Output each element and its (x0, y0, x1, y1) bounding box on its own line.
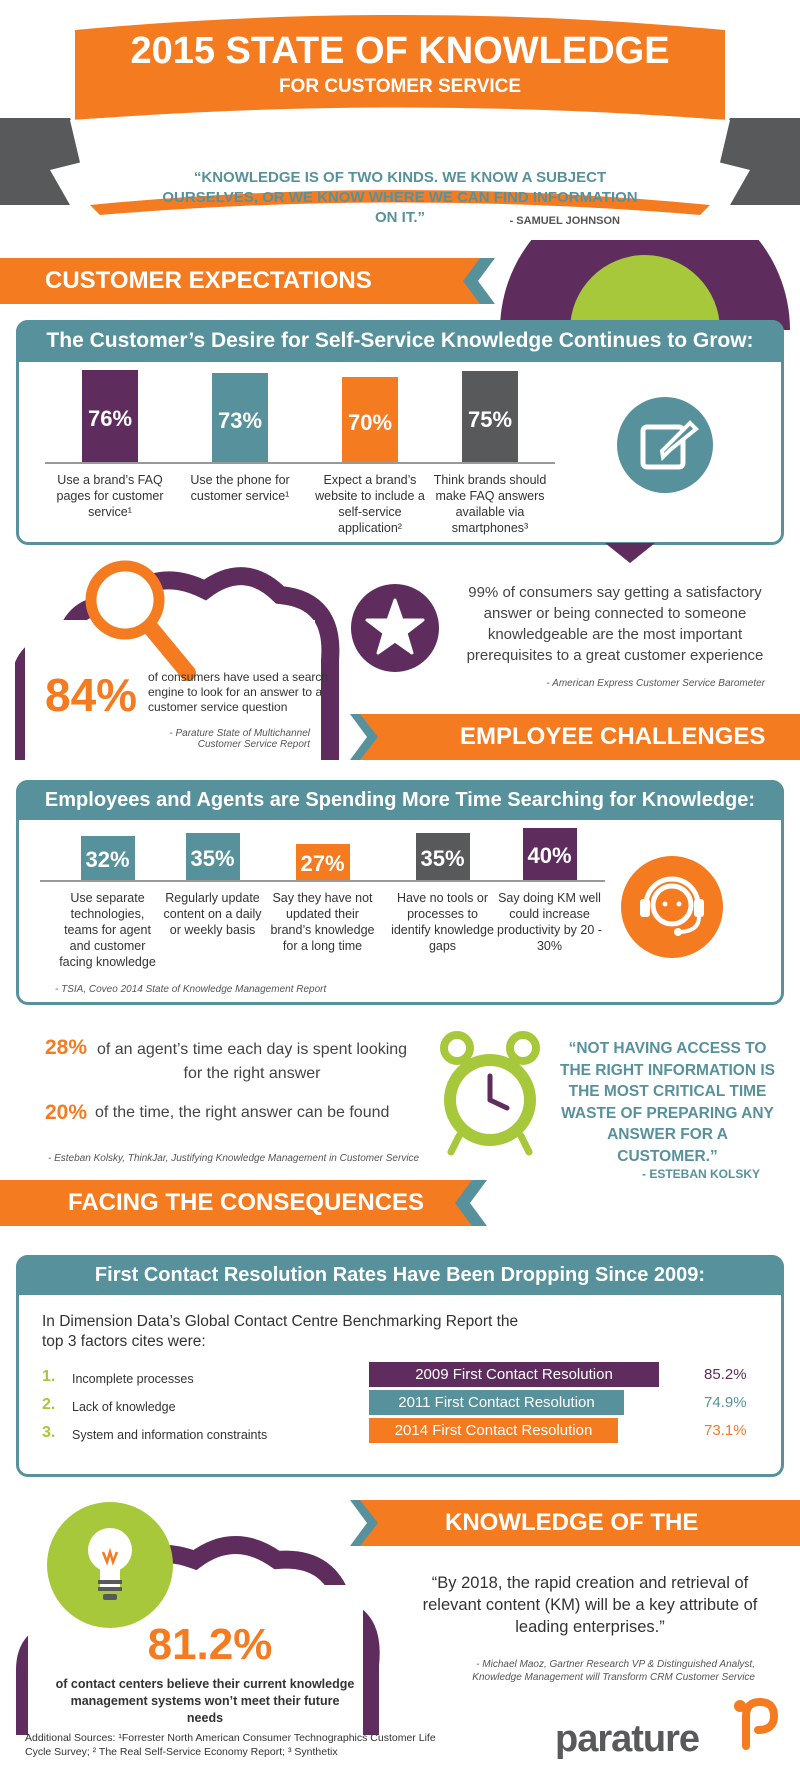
employee-chart-baseline (40, 880, 605, 882)
fcr-row: 2009 First Contact Resolution 85.2% (369, 1362, 769, 1387)
edit-icon (617, 397, 713, 493)
consequences-intro: In Dimension Data’s Global Contact Centr… (42, 1313, 519, 1350)
deco-circle-top (500, 240, 790, 330)
customer-chart-baseline (45, 462, 555, 464)
customer-stat-3: 70% Expect a brand’s website to include … (310, 377, 430, 536)
data-label: 73.1% (704, 1422, 747, 1439)
header-ribbon (0, 15, 800, 215)
stat-81-value: 81.2% (147, 1620, 273, 1669)
stat-99-text: 99% of consumers say getting a satisfact… (466, 584, 764, 664)
additional-sources: Additional Sources: ¹Forrester North Ame… (25, 1732, 436, 1758)
chart-bar: 73% (212, 373, 268, 462)
bar-label: Use a brand’s FAQ pages for customer ser… (56, 473, 164, 519)
bar-label: Think brands should make FAQ answers ava… (433, 473, 547, 535)
factor-num-3: 3. (42, 1424, 56, 1441)
parature-logo-mark (734, 1697, 778, 1750)
factor-num-2: 2. (42, 1396, 56, 1413)
chart-bar: 2014 First Contact Resolution (369, 1418, 618, 1443)
bar-label: Use the phone for customer service¹ (190, 473, 290, 503)
page-subtitle: FOR CUSTOMER SERVICE (278, 76, 522, 97)
consequences-heading: FACING THE CONSEQUENCES (68, 1189, 425, 1216)
kolsky-quote: “NOT HAVING ACCESS TO THE RIGHT INFORMAT… (560, 1040, 775, 1165)
fcr-chart: 2009 First Contact Resolution 85.2% 2011 F… (369, 1362, 747, 1452)
bar-label: Have no tools or processes to identify k… (391, 891, 494, 953)
chart-bar: 2009 First Contact Resolution (369, 1362, 659, 1387)
alarm-clock-icon (440, 1031, 540, 1156)
employee-challenges-heading: EMPLOYEE CHALLENGES (460, 723, 766, 750)
page-title: 2015 STATE OF KNOWLEDGE (130, 30, 670, 72)
kolsky-quote-author: - ESTEBAN KOLSKY (641, 1167, 760, 1181)
chart-bar: 76% (82, 370, 138, 462)
stat-20-value: 20% (45, 1101, 88, 1124)
stat-20-text: of the time, the right answer can be fou… (95, 1104, 390, 1121)
consequences-card-title: First Contact Resolution Rates Have Been… (16, 1255, 784, 1295)
stat-84-value: 84% (45, 669, 138, 721)
factor-text-1: Incomplete processes (72, 1372, 194, 1386)
future-banner-bg (350, 1500, 800, 1546)
stat-81-text: of contact centers believe their current… (55, 1677, 355, 1725)
chart-bar: 27% (295, 844, 350, 880)
headset-agent-icon (621, 856, 723, 958)
fcr-row: 2014 First Contact Resolution 73.1% (369, 1418, 769, 1443)
customer-stat-4: 75% Think brands should make FAQ answers… (430, 371, 550, 536)
deco-pointer (605, 543, 655, 563)
chart-bar: 35% (185, 833, 240, 880)
bar-label: Use separate technologies, teams for age… (59, 891, 156, 969)
customer-stat-2: 73% Use the phone for customer service¹ (185, 373, 295, 504)
factor-text-2: Lack of knowledge (72, 1400, 176, 1414)
data-label: 85.2% (704, 1366, 747, 1383)
chart-bar: 35% (415, 833, 470, 880)
stats-cite: - Esteban Kolsky, ThinkJar, Justifying K… (48, 1153, 420, 1164)
stat-84-text: of consumers have used a search engine t… (148, 670, 329, 714)
stat-84-cite: - Parature State of Multichannel Custome… (169, 728, 310, 750)
chart-bar: 75% (462, 371, 518, 462)
bar-label: Expect a brand’s website to include a se… (315, 473, 425, 535)
factor-text-3: System and information constraints (72, 1428, 268, 1442)
employee-card-cite: - TSIA, Coveo 2014 State of Knowledge Ma… (55, 984, 327, 995)
bar-label: Say doing KM well could increase product… (497, 891, 602, 953)
future-heading: KNOWLEDGE OF THE FUTURE (445, 1509, 699, 1582)
magnifier-icon (85, 560, 196, 681)
bar-label: Say they have not updated their brand’s … (270, 891, 375, 953)
factor-num-1: 1. (42, 1368, 56, 1385)
customer-stat-1: 76% Use a brand’s FAQ pages for customer… (55, 370, 165, 520)
chart-bar: 40% (522, 828, 577, 880)
stat-28-value: 28% (45, 1036, 88, 1059)
chart-bar: 70% (342, 377, 398, 462)
maoz-quote: “By 2018, the rapid creation and retriev… (422, 1574, 758, 1636)
employee-stat-1: 32% Use separate technologies, teams for… (55, 836, 160, 970)
stat-28-text: of an agent’s time each day is spent loo… (96, 1041, 408, 1082)
chart-bar: 32% (80, 836, 135, 880)
stat-99-cite: - American Express Customer Service Baro… (546, 678, 765, 689)
parature-logo-text: parature (555, 1718, 700, 1760)
customer-card-title: The Customer’s Desire for Self-Service K… (16, 320, 784, 362)
maoz-cite: - Michael Maoz, Gartner Research VP & Di… (472, 1659, 755, 1683)
customer-banner-bg (0, 258, 495, 304)
employee-card-title: Employees and Agents are Spending More T… (16, 780, 784, 820)
header-quote-author: - SAMUEL JOHNSON (509, 215, 620, 227)
star-icon (351, 584, 439, 672)
employee-banner-bg (350, 714, 800, 760)
employee-stat-5: 40% Say doing KM well could increase pro… (497, 828, 602, 954)
data-label: 74.9% (704, 1394, 747, 1411)
chart-bar: 2011 First Contact Resolution (369, 1390, 624, 1415)
bar-label: Regularly update content on a daily or w… (163, 891, 262, 937)
employee-stat-4: 35% Have no tools or processes to identi… (390, 833, 495, 954)
customer-expectations-heading: CUSTOMER EXPECTATIONS (45, 267, 372, 294)
header-quote: “KNOWLEDGE IS OF TWO KINDS. WE KNOW A SU… (162, 169, 638, 226)
employee-stat-2: 35% Regularly update content on a daily … (160, 833, 265, 938)
fcr-row: 2011 First Contact Resolution 74.9% (369, 1390, 769, 1415)
consequences-banner-bg (0, 1180, 487, 1226)
lightbulb-icon (47, 1502, 173, 1628)
employee-stat-3: 27% Say they have not updated their bran… (270, 844, 375, 954)
